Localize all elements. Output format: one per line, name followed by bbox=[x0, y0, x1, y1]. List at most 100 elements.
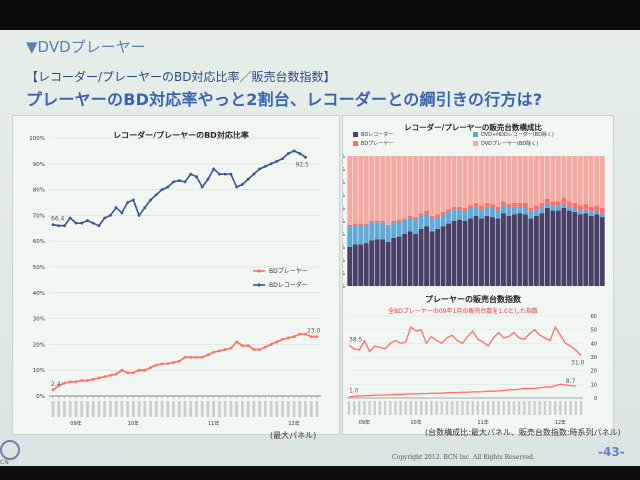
data-point bbox=[108, 214, 112, 217]
stacked-bar-segment bbox=[352, 156, 358, 224]
stacked-bar-segment bbox=[446, 223, 451, 286]
data-point bbox=[304, 155, 307, 159]
stacked-bar-segment bbox=[429, 218, 435, 232]
data-point bbox=[68, 380, 72, 384]
x-tick-label-block bbox=[523, 401, 526, 415]
data-point bbox=[189, 355, 193, 359]
start-value-label: 38.5 bbox=[349, 336, 363, 343]
x-tick-label-block bbox=[352, 401, 356, 415]
stacked-bar-segment bbox=[435, 228, 441, 286]
stacked-bar-segment bbox=[413, 219, 419, 234]
x-tick-label-block bbox=[554, 401, 557, 415]
stacked-bar-segment bbox=[457, 156, 462, 207]
stacked-bar-segment bbox=[572, 202, 578, 208]
x-tick-label-block bbox=[579, 401, 583, 415]
data-point bbox=[149, 198, 152, 202]
stacked-bar-segment bbox=[555, 205, 561, 211]
x-tick-label-block bbox=[363, 401, 366, 415]
data-point bbox=[200, 355, 204, 359]
stacked-bar-segment bbox=[369, 222, 375, 241]
data-point bbox=[131, 371, 135, 375]
stacked-bar-segment bbox=[583, 213, 589, 286]
stacked-bar-segment bbox=[490, 217, 495, 286]
stacked-bar-segment bbox=[490, 156, 495, 205]
x-tick-label-block bbox=[487, 401, 490, 415]
stacked-bar-segment bbox=[440, 226, 446, 286]
stacked-bar-segment bbox=[347, 156, 353, 225]
stacked-bar-segment bbox=[528, 218, 534, 286]
stacked-bar-segment bbox=[413, 217, 419, 220]
data-point bbox=[263, 164, 267, 168]
stacked-bar-segment bbox=[396, 221, 402, 237]
y-tick-label: 50 bbox=[591, 328, 597, 334]
x-tick-label-block bbox=[218, 401, 221, 417]
data-point bbox=[172, 361, 175, 364]
stacked-bar-segment bbox=[511, 202, 517, 207]
stacked-bar-segment bbox=[566, 156, 572, 202]
stacked-bar-segment bbox=[490, 204, 495, 208]
share-and-index-panel: レコーダー/プレーヤーの販売台数構成比 プレーヤーの販売台数指数 全BDプレーヤ… bbox=[331, 115, 614, 435]
data-point bbox=[183, 180, 187, 184]
x-tick-label-block bbox=[304, 401, 307, 417]
stacked-bar-segment bbox=[594, 214, 600, 286]
data-point bbox=[298, 152, 302, 155]
x-tick-label-block bbox=[235, 401, 239, 417]
data-point bbox=[258, 348, 262, 351]
stacked-bar-segment bbox=[599, 156, 605, 208]
stacked-bar-segment bbox=[424, 156, 430, 211]
x-tick-label-block bbox=[347, 401, 351, 415]
stacked-bar-segment bbox=[517, 213, 523, 286]
stacked-bar-segment bbox=[363, 224, 369, 244]
bcn-logo-icon bbox=[0, 440, 20, 460]
stacked-bar-segment bbox=[385, 241, 391, 286]
ratio-chart: レコーダー/プレーヤーのBD対応比率 0% 10% 20% 30% 40% 50% 60% 7… bbox=[29, 130, 321, 427]
stacked-bar-segment bbox=[402, 218, 408, 220]
data-point bbox=[240, 183, 244, 186]
y-tick-label: 30% bbox=[33, 317, 45, 323]
x-tick-label-block bbox=[108, 401, 112, 417]
x-tick-label-block bbox=[538, 401, 541, 415]
stacked-bar-segment bbox=[402, 234, 408, 286]
stacked-bar-segment bbox=[369, 221, 375, 223]
x-tick-label-block bbox=[223, 401, 227, 417]
x-tick-label-block bbox=[269, 401, 273, 417]
data-point bbox=[240, 344, 244, 348]
stacked-bar-segment bbox=[555, 201, 561, 206]
x-tick-label-block bbox=[502, 401, 505, 415]
x-tick-label-block bbox=[137, 401, 141, 417]
x-tick-label-block bbox=[57, 401, 61, 417]
stacked-bar-segment bbox=[435, 217, 441, 229]
stacked-bar-segment bbox=[511, 206, 517, 215]
chart-title: レコーダー/プレーヤーのBD対応比率 bbox=[113, 130, 249, 140]
stacked-bar-segment bbox=[588, 215, 594, 286]
x-year-label: 11年 bbox=[477, 419, 488, 426]
stacked-bar-segment bbox=[539, 213, 545, 286]
data-point bbox=[154, 193, 158, 197]
end-value-label: 23.0 bbox=[307, 328, 321, 335]
stacked-bar-segment bbox=[561, 202, 567, 208]
stacked-bar-segment bbox=[363, 243, 369, 286]
stacked-bar-segment bbox=[440, 156, 446, 212]
x-tick-label-block bbox=[258, 401, 262, 417]
x-tick-label-block bbox=[252, 401, 256, 417]
stacked-bar-segment bbox=[484, 156, 490, 203]
data-point bbox=[91, 221, 95, 225]
x-tick-label-block bbox=[389, 401, 392, 415]
data-point bbox=[97, 224, 101, 228]
x-year-label: 11年 bbox=[208, 420, 219, 427]
x-year-label: 12年 bbox=[555, 419, 566, 426]
stacked-bar-segment bbox=[577, 210, 583, 215]
projection-top-border bbox=[0, 0, 640, 30]
x-tick-label-block bbox=[358, 401, 361, 415]
stacked-bar-segment bbox=[446, 211, 451, 224]
data-point bbox=[143, 368, 147, 372]
y-tick-label: 30 bbox=[591, 355, 597, 361]
x-tick-label-block bbox=[246, 401, 250, 417]
data-point bbox=[218, 349, 221, 353]
data-point bbox=[246, 344, 250, 348]
stacked-bar-segment bbox=[490, 208, 495, 218]
x-tick-label-block bbox=[229, 401, 233, 417]
stacked-bar-segment bbox=[385, 224, 391, 227]
x-tick-label-block bbox=[507, 401, 511, 415]
stacked-bar-segment bbox=[391, 237, 397, 286]
